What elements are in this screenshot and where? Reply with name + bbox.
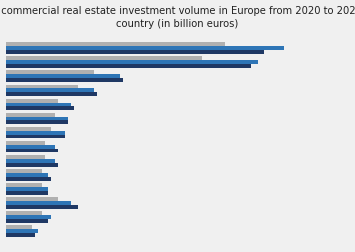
Bar — [6, 65, 251, 69]
Bar — [6, 57, 202, 61]
Bar — [6, 85, 78, 89]
Bar — [6, 159, 55, 163]
Bar — [6, 219, 48, 223]
Bar — [6, 211, 42, 215]
Bar — [6, 103, 71, 107]
Bar — [6, 131, 65, 135]
Bar — [6, 225, 32, 229]
Bar — [6, 107, 74, 111]
Bar — [6, 187, 48, 191]
Bar — [6, 205, 78, 209]
Bar — [6, 173, 48, 177]
Bar — [6, 89, 94, 93]
Bar — [6, 233, 35, 237]
Title: Total commercial real estate investment volume in Europe from 2020 to 2022, by
c: Total commercial real estate investment … — [0, 6, 355, 29]
Bar — [6, 51, 264, 55]
Bar — [6, 215, 51, 219]
Bar — [6, 145, 55, 149]
Bar — [6, 71, 94, 75]
Bar — [6, 79, 124, 83]
Bar — [6, 155, 45, 159]
Bar — [6, 201, 71, 205]
Bar — [6, 127, 51, 131]
Bar — [6, 99, 58, 103]
Bar — [6, 93, 97, 97]
Bar — [6, 113, 55, 117]
Bar — [6, 135, 65, 139]
Bar — [6, 61, 258, 65]
Bar — [6, 163, 58, 167]
Bar — [6, 177, 51, 181]
Bar — [6, 191, 48, 195]
Bar — [6, 121, 68, 125]
Bar — [6, 229, 38, 233]
Bar — [6, 75, 120, 79]
Bar — [6, 141, 45, 145]
Bar — [6, 169, 42, 173]
Bar — [6, 47, 284, 51]
Bar — [6, 149, 58, 153]
Bar — [6, 117, 68, 121]
Bar — [6, 197, 58, 201]
Bar — [6, 43, 225, 47]
Bar — [6, 183, 42, 187]
